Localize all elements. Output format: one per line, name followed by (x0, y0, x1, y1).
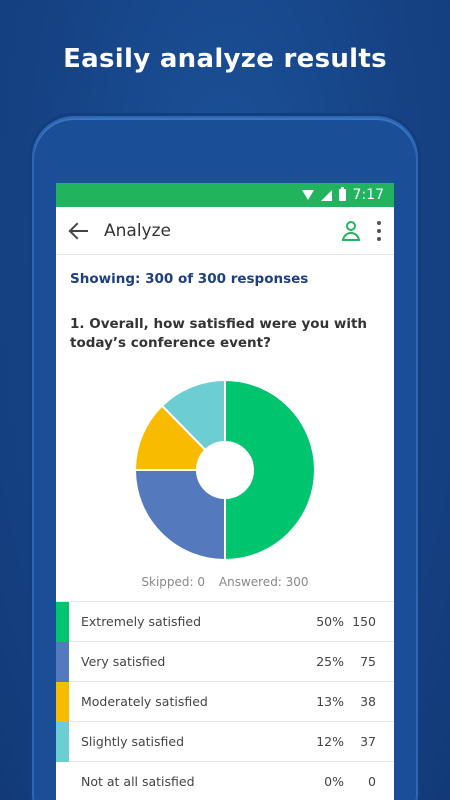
answer-table: Extremely satisfied 50% 150 Very satisfied 2… (56, 601, 394, 800)
answer-row[interactable]: Slightly satisfied 12% 37 (56, 721, 394, 762)
more-vert-icon[interactable] (376, 220, 382, 241)
color-swatch (56, 641, 69, 682)
answer-count: 150 (352, 614, 376, 629)
answer-label: Very satisfied (81, 654, 166, 669)
app-bar: Analyze (56, 207, 394, 255)
promo-headline: Easily analyze results (63, 44, 387, 74)
answer-label: Moderately satisfied (81, 694, 208, 709)
answer-row[interactable]: Not at all satisfied 0% 0 (56, 761, 394, 800)
answer-label: Slightly satisfied (81, 734, 185, 749)
answer-row[interactable]: Extremely satisfied 50% 150 (56, 601, 394, 642)
color-swatch (56, 721, 69, 762)
skipped-count: Skipped: 0 (141, 575, 206, 589)
signal-icon (320, 189, 332, 201)
color-swatch (56, 681, 69, 722)
answer-row[interactable]: Moderately satisfied 13% 38 (56, 681, 394, 722)
person-icon[interactable] (340, 220, 362, 242)
question-title: 1. Overall, how satisfied were you with … (70, 316, 368, 351)
battery-icon (338, 187, 346, 201)
color-swatch (56, 761, 69, 800)
donut-slice-extremely-satisfied (224, 378, 316, 562)
response-summary: Skipped: 0 Answered: 300 (56, 567, 394, 601)
back-arrow-icon[interactable] (68, 220, 90, 242)
answer-label: Extremely satisfied (81, 614, 202, 629)
answered-count: Answered: 300 (218, 575, 309, 589)
page-title: Analyze (104, 220, 171, 241)
donut-slice-slightly-satisfied (160, 378, 226, 452)
answer-count: 38 (360, 694, 376, 709)
answer-percent: 50% (316, 614, 344, 629)
answer-label: Not at all satisfied (81, 774, 195, 789)
donut-chart-svg (133, 378, 316, 562)
donut-slice-very-satisfied (133, 469, 226, 562)
status-time: 7:17 (352, 187, 384, 203)
wifi-icon (301, 190, 314, 200)
donut-chart (56, 377, 394, 567)
answer-percent: 12% (316, 734, 344, 749)
color-swatch (56, 601, 69, 642)
responses-count[interactable]: Showing: 300 of 300 responses (70, 271, 309, 287)
app-screen: 7:17 Analyze Showing: 300 of 300 respons… (56, 183, 394, 800)
answer-count: 75 (360, 654, 376, 669)
answer-percent: 25% (316, 654, 344, 669)
status-bar: 7:17 (56, 183, 394, 207)
answer-count: 37 (360, 734, 376, 749)
answer-row[interactable]: Very satisfied 25% 75 (56, 641, 394, 682)
answer-count: 0 (368, 774, 376, 789)
answer-percent: 13% (316, 694, 344, 709)
answer-percent: 0% (324, 774, 344, 789)
